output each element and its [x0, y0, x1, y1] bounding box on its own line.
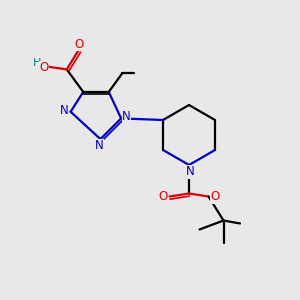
- Text: N: N: [60, 104, 68, 117]
- Text: O: O: [74, 38, 83, 51]
- Text: N: N: [94, 139, 103, 152]
- Text: N: N: [186, 165, 195, 178]
- Text: O: O: [158, 190, 167, 203]
- Text: O: O: [211, 190, 220, 203]
- Text: N: N: [122, 110, 131, 123]
- Text: O: O: [40, 61, 49, 74]
- Text: H: H: [33, 58, 41, 68]
